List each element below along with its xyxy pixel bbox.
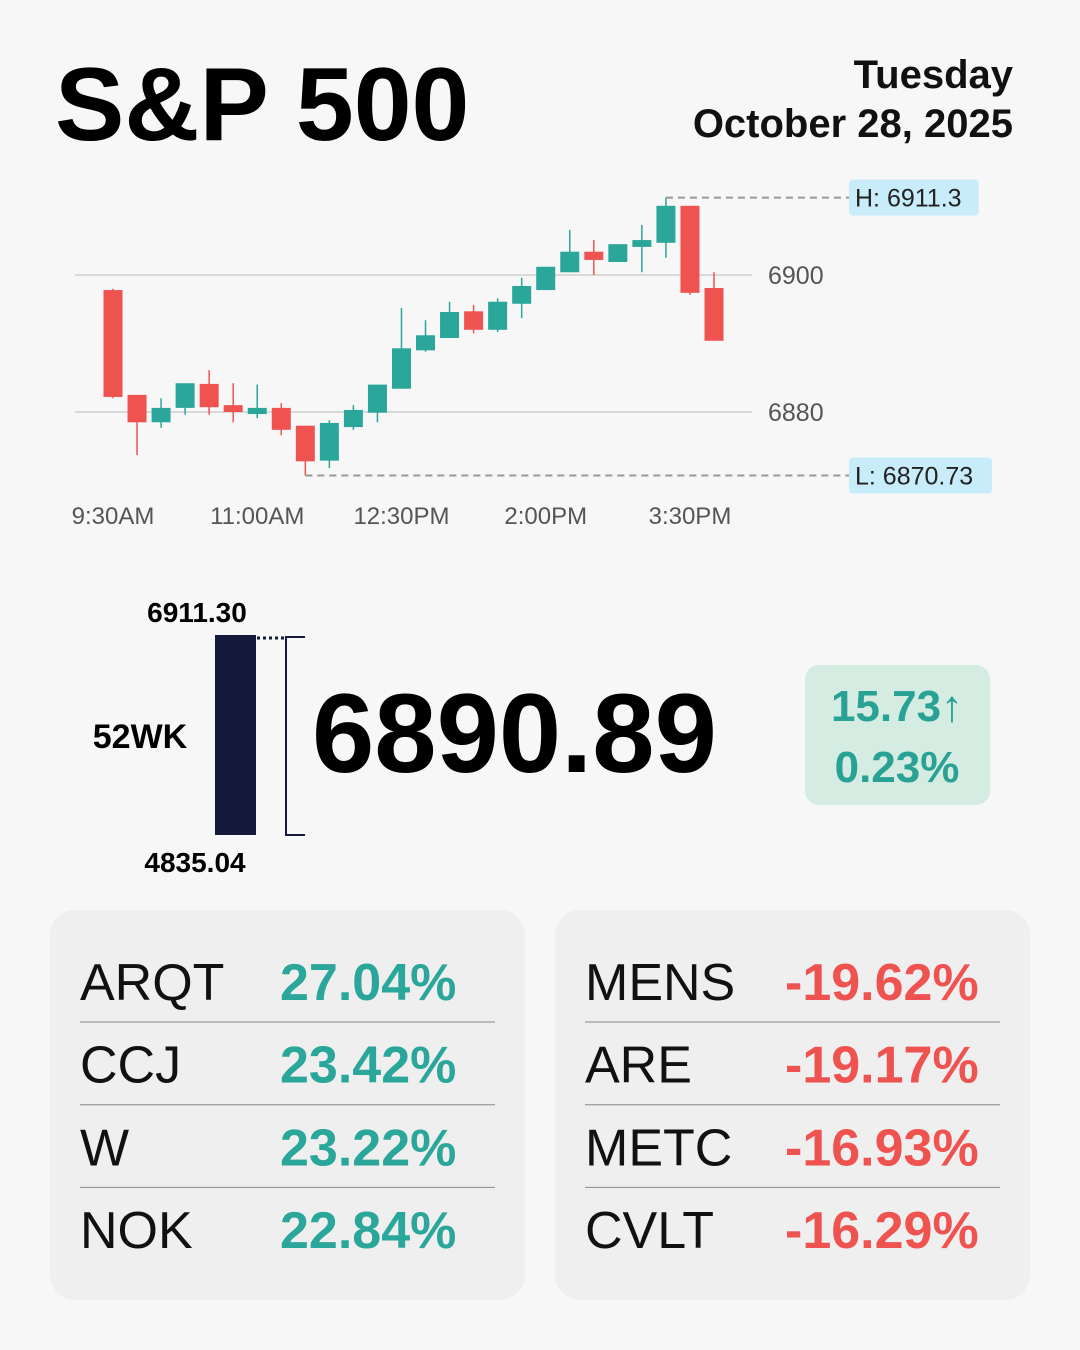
ticker: ARE xyxy=(585,1037,692,1095)
candle-body xyxy=(151,407,171,423)
candle-body xyxy=(199,383,219,408)
extreme-label-bg xyxy=(849,179,979,216)
candle-body xyxy=(416,335,436,351)
x-tick-label: 12:30PM xyxy=(353,503,449,530)
ticker-change: -16.93% xyxy=(785,1119,979,1177)
range-bracket xyxy=(285,635,305,836)
candle-body xyxy=(536,266,556,291)
ticker: CVLT xyxy=(585,1202,714,1260)
candle-body xyxy=(512,285,532,304)
change-box xyxy=(805,665,990,805)
change-pct: 0.23% xyxy=(835,743,960,792)
candle-body xyxy=(175,383,195,408)
candle-body xyxy=(464,311,484,330)
x-tick-label: 2:00PM xyxy=(504,503,587,530)
candle-body xyxy=(560,251,580,273)
candle-body xyxy=(127,394,147,423)
range-low: 4835.04 xyxy=(144,847,246,878)
range-label: 52WK xyxy=(93,718,188,756)
x-tick-label: 9:30AM xyxy=(72,503,155,530)
ticker-change: 27.04% xyxy=(280,954,456,1012)
candle-body xyxy=(680,205,700,293)
ticker-change: 23.22% xyxy=(280,1119,456,1177)
ticker-change: 23.42% xyxy=(280,1037,456,1095)
candle-body xyxy=(704,288,724,341)
x-tick-label: 11:00AM xyxy=(210,503,304,530)
candle-body xyxy=(367,384,387,413)
ticker: NOK xyxy=(80,1202,193,1260)
candle-body xyxy=(271,407,291,430)
ticker-change: -16.29% xyxy=(785,1202,979,1260)
ticker: MENS xyxy=(585,954,735,1012)
candle-body xyxy=(295,425,315,462)
ticker: CCJ xyxy=(80,1037,181,1095)
y-tick-label: 6900 xyxy=(768,262,824,290)
ticker-change: -19.62% xyxy=(785,954,979,1012)
candle-body xyxy=(223,405,243,412)
ticker-change: 22.84% xyxy=(280,1202,456,1260)
change: 15.73↑ xyxy=(831,682,963,731)
candle-body xyxy=(488,301,508,330)
candle-body xyxy=(319,422,339,461)
y-tick-label: 6880 xyxy=(768,399,824,427)
candle-body xyxy=(608,244,628,262)
ticker-change: -19.17% xyxy=(785,1037,979,1095)
x-tick-label: 3:30PM xyxy=(649,503,732,530)
range-high: 6911.30 xyxy=(147,597,247,628)
ticker: ARQT xyxy=(80,954,224,1012)
candle-body xyxy=(247,407,267,415)
date: October 28, 2025 xyxy=(693,102,1013,146)
candle-body xyxy=(440,311,460,339)
extreme-label-bg xyxy=(849,457,992,494)
range-bar xyxy=(215,635,256,835)
candle-body xyxy=(584,251,604,260)
candle-body xyxy=(632,240,652,247)
candle-body xyxy=(103,290,123,397)
extreme-label: H: 6911.3 xyxy=(855,185,962,213)
candle-body xyxy=(343,409,363,428)
title: S&P 500 xyxy=(55,47,469,163)
day: Tuesday xyxy=(854,53,1014,97)
candle-body xyxy=(656,205,676,243)
ticker: W xyxy=(80,1119,129,1177)
candle-body xyxy=(391,348,411,389)
extreme-label: L: 6870.73 xyxy=(855,462,973,490)
current-price: 6890.89 xyxy=(312,671,717,796)
ticker: METC xyxy=(585,1119,732,1177)
